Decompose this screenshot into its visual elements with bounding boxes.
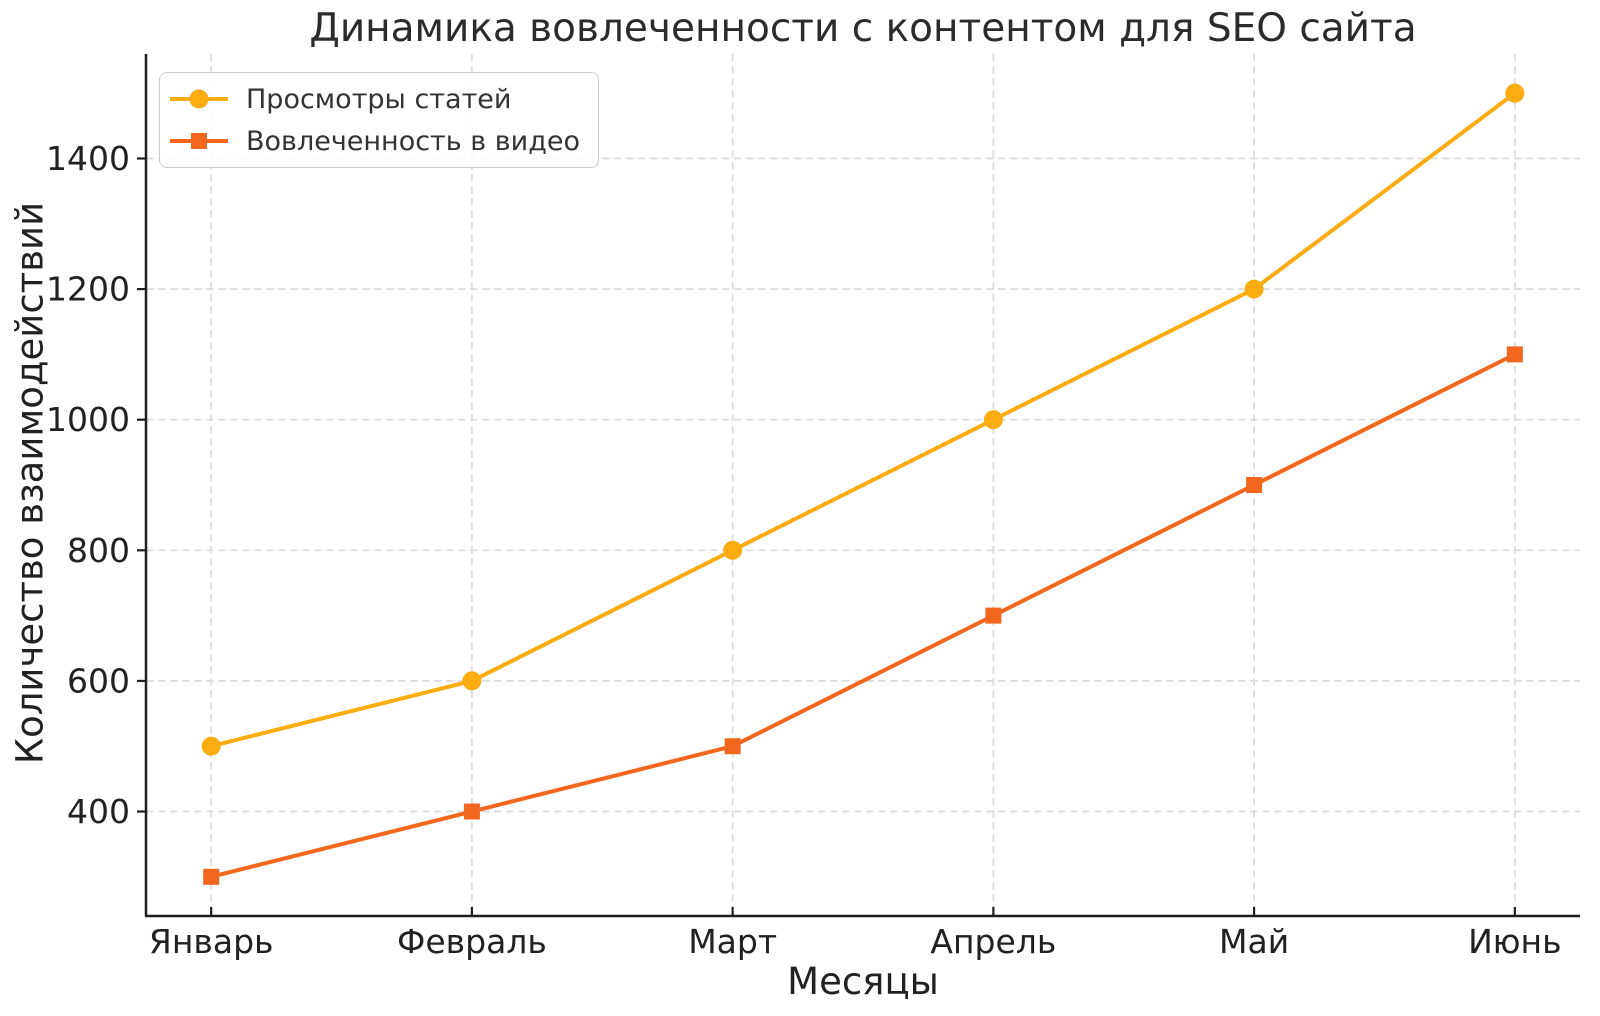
- gridlines: [146, 54, 1580, 916]
- data-point-square: [463, 803, 480, 820]
- legend-circle-marker-icon: [170, 89, 228, 109]
- data-point-circle: [201, 736, 221, 756]
- legend-item-article-views: Просмотры статей: [170, 79, 580, 119]
- data-point-circle: [1505, 83, 1525, 103]
- data-point-square: [1506, 346, 1523, 363]
- y-tick-label: 600: [67, 661, 130, 700]
- y-tick-label: 400: [67, 792, 130, 831]
- series-line: [209, 352, 1517, 879]
- data-point-square: [985, 607, 1002, 624]
- x-tick-label: Февраль: [397, 922, 547, 961]
- data-point-circle: [462, 671, 482, 691]
- legend-item-video-engagement: Вовлеченность в видео: [170, 121, 580, 161]
- ticks: [137, 157, 1516, 917]
- series-1: [203, 346, 1523, 885]
- legend: Просмотры статей Вовлеченность в видео: [159, 72, 600, 168]
- square-marker-icon: [191, 133, 207, 149]
- legend-label-article-views: Просмотры статей: [246, 83, 512, 115]
- y-tick-label: 1000: [46, 400, 130, 439]
- circle-marker-icon: [189, 89, 209, 109]
- x-tick-label: Апрель: [930, 922, 1056, 961]
- data-point-square: [724, 738, 741, 755]
- series-0: [201, 83, 1525, 756]
- y-axis-label: Количество взаимодействий: [8, 201, 52, 765]
- x-axis-label: Месяцы: [787, 960, 939, 1003]
- legend-square-marker-icon: [170, 131, 228, 151]
- legend-label-video-engagement: Вовлеченность в видео: [246, 125, 581, 157]
- series-line: [209, 91, 1517, 749]
- x-tick-label: Май: [1219, 922, 1289, 961]
- data-point-square: [1246, 477, 1263, 493]
- y-tick-label: 1400: [46, 139, 130, 178]
- x-tick-label: Январь: [149, 922, 274, 961]
- data-point-square: [203, 868, 220, 885]
- spines: [144, 54, 1580, 918]
- x-tick-label: Июнь: [1468, 922, 1562, 961]
- tick-labels: 400 600 800 1000 1200 1400 Январь Февраль Март Ап…: [46, 139, 1562, 961]
- x-tick-label: Март: [688, 922, 777, 961]
- y-tick-label: 1200: [46, 270, 130, 309]
- data-point-circle: [723, 540, 743, 560]
- y-tick-label: 800: [67, 531, 130, 570]
- chart-title: Динамика вовлеченности с контентом для S…: [309, 6, 1417, 51]
- data-point-circle: [1244, 279, 1264, 299]
- data-point-circle: [983, 410, 1003, 430]
